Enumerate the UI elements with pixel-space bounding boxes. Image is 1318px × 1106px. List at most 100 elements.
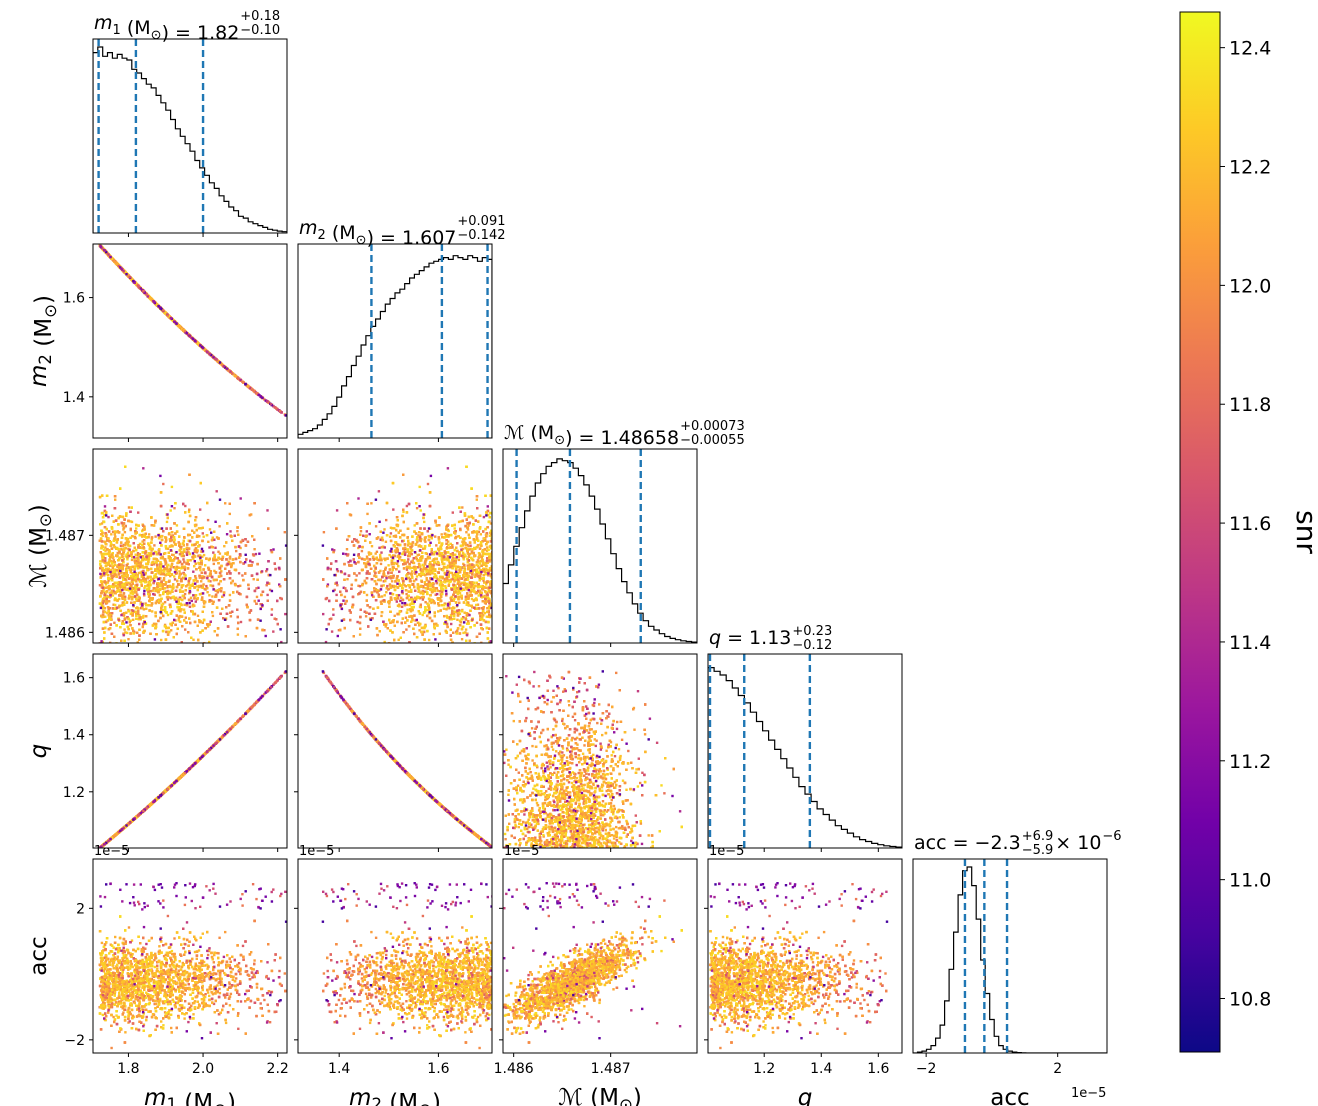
point — [142, 614, 145, 618]
point — [170, 629, 173, 632]
point — [228, 593, 232, 597]
point — [122, 270, 125, 273]
point — [208, 353, 211, 356]
point — [275, 407, 278, 410]
point — [224, 502, 227, 505]
point — [106, 581, 110, 584]
point — [201, 526, 204, 529]
point — [129, 612, 132, 616]
point — [213, 553, 216, 557]
point — [106, 594, 109, 598]
point — [173, 320, 176, 323]
point — [122, 564, 125, 567]
point — [133, 589, 136, 593]
point — [132, 279, 135, 283]
point — [112, 544, 116, 547]
point — [173, 557, 176, 561]
point — [181, 552, 184, 555]
point — [200, 580, 203, 583]
point — [154, 535, 157, 538]
point — [258, 394, 261, 397]
point — [124, 542, 127, 545]
point — [121, 524, 125, 527]
point — [266, 400, 269, 403]
panel-m1-m2 — [89, 243, 288, 442]
panel-frame — [92, 38, 288, 234]
point — [121, 597, 124, 600]
point — [153, 301, 156, 304]
point — [199, 344, 202, 347]
point — [204, 564, 207, 567]
point — [181, 328, 185, 331]
point — [283, 531, 286, 534]
point — [272, 405, 275, 408]
point — [157, 305, 160, 308]
point — [164, 563, 167, 566]
point — [218, 588, 221, 591]
point — [140, 583, 143, 586]
point — [100, 522, 104, 525]
point — [122, 632, 125, 635]
point — [113, 621, 116, 624]
panel-m2-m2 — [297, 243, 493, 442]
point — [173, 507, 176, 510]
point — [118, 597, 121, 601]
point — [195, 585, 199, 588]
point — [172, 540, 176, 544]
point — [129, 520, 132, 523]
point — [141, 540, 144, 543]
point — [104, 546, 107, 549]
point — [239, 584, 242, 587]
point — [278, 583, 281, 586]
point — [126, 562, 129, 566]
point — [139, 287, 142, 290]
point — [203, 587, 206, 591]
point — [182, 558, 185, 561]
point — [182, 608, 186, 611]
point — [273, 406, 276, 409]
point — [150, 549, 153, 552]
point — [211, 614, 215, 618]
point — [105, 250, 108, 254]
point — [167, 573, 170, 576]
point — [146, 295, 149, 298]
point — [208, 528, 212, 531]
point — [272, 548, 275, 551]
scatter-m1-m2 — [98, 244, 287, 417]
point — [174, 569, 177, 573]
point — [175, 524, 179, 527]
point — [206, 575, 209, 578]
point — [99, 560, 102, 563]
point — [151, 589, 154, 592]
point — [153, 550, 157, 554]
point — [114, 498, 117, 501]
point — [217, 550, 220, 553]
point — [239, 378, 242, 382]
point — [196, 342, 199, 345]
point — [239, 620, 243, 624]
point — [134, 584, 137, 587]
point — [156, 566, 159, 569]
point — [170, 534, 173, 537]
point — [219, 557, 222, 561]
panel-frame — [297, 243, 493, 439]
point — [215, 358, 218, 361]
point — [110, 533, 113, 536]
panel-m1-m1 — [92, 38, 288, 237]
point — [136, 552, 140, 555]
point — [225, 367, 229, 370]
point — [140, 546, 144, 550]
point — [104, 549, 107, 552]
point — [178, 325, 181, 328]
point — [121, 268, 124, 271]
point — [135, 585, 139, 588]
point — [130, 558, 134, 562]
point — [259, 395, 262, 398]
point — [218, 552, 222, 555]
point — [118, 552, 121, 555]
point — [160, 308, 164, 311]
point — [110, 693, 112, 695]
point — [117, 581, 121, 584]
point — [145, 293, 148, 296]
histogram-m1 — [93, 46, 287, 233]
